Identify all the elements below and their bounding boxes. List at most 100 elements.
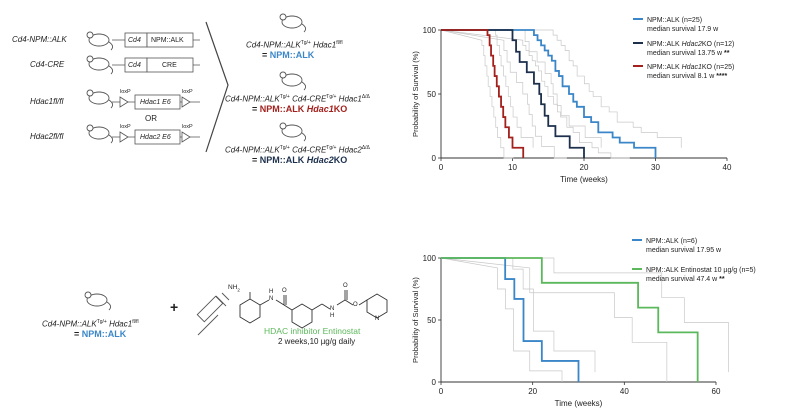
- result-name-hdac1ko: = NPM::ALK Hdac1KO: [252, 104, 348, 114]
- survival-curve: [441, 29, 657, 158]
- result-name-npm-alk: = NPM::ALK: [262, 50, 315, 60]
- confidence-band: [440, 257, 668, 382]
- confidence-band: [440, 29, 514, 159]
- atom-h: H: [269, 289, 274, 295]
- legend-entry: NPM::ALK Entinostat 10 µg/g (n=5): [646, 267, 756, 274]
- x-tick-label: 0: [439, 387, 444, 396]
- plus-sign: +: [170, 299, 179, 315]
- result-name-hdac2ko: = NPM::ALK Hdac2KO: [252, 155, 348, 165]
- box-label: CRE: [162, 62, 177, 69]
- loxp-triangle-icon: [119, 131, 129, 143]
- y-axis-label: Probability of Survival (%): [411, 51, 420, 137]
- legend-entry: NPM::ALK Hdac2KO (n=12): [647, 41, 734, 48]
- x-tick-label: 40: [723, 163, 732, 172]
- atom-o: O: [343, 283, 348, 289]
- y-tick-label: 0: [432, 154, 437, 163]
- atom-o: O: [353, 302, 358, 308]
- or-label: OR: [145, 114, 157, 123]
- survival-curve: [441, 29, 525, 158]
- loxp-triangle-icon: [181, 131, 191, 143]
- atom-o: O: [282, 288, 287, 294]
- mouse-icon: [84, 291, 112, 311]
- confidence-band: [441, 29, 534, 148]
- x-tick-label: 20: [580, 163, 589, 172]
- survival-curve: [441, 257, 699, 382]
- mouse-icon: [279, 122, 307, 142]
- legend-entry: NPM::ALK (n=6): [646, 238, 697, 245]
- atom-h: H: [330, 313, 335, 319]
- confidence-band: [441, 29, 682, 148]
- result-genotype: Cd4-NPM::ALKTg/+ Hdac1fl/fl: [246, 40, 343, 50]
- box-label: NPM::ALK: [151, 37, 184, 44]
- loxp-triangle-icon: [119, 96, 129, 108]
- row-label: Cd4-NPM::ALK: [12, 35, 67, 44]
- syringe-icon: [196, 292, 230, 336]
- atom-n: N: [269, 296, 274, 302]
- loxp-label: loxP: [120, 89, 131, 95]
- legend-median: median survival 17.9 w: [647, 26, 719, 33]
- y-tick-label: 100: [423, 26, 437, 35]
- y-axis-label: Probability of Survival (%): [411, 277, 420, 363]
- atom-n: N: [330, 306, 335, 312]
- hdac1-e6-box: [134, 94, 181, 110]
- treatment-name: = NPM::ALK: [74, 329, 127, 339]
- bracket-chevron: [205, 21, 229, 153]
- drug-name: HDAC inhibitor Entinostat: [264, 326, 361, 336]
- loxp-label: loxP: [182, 89, 193, 95]
- confidence-band: [441, 257, 729, 373]
- confidence-band: [441, 257, 596, 373]
- result-genotype: Cd4-NPM::ALKTg/+ Cd4-CRETg/+ Hdac2Δ/Δ: [225, 145, 370, 155]
- x-axis-label: Time (weeks): [555, 399, 603, 408]
- x-axis-label: Time (weeks): [560, 175, 608, 184]
- box-label: Hdac1 E6: [140, 99, 171, 106]
- treatment-genotype: Cd4-NPM::ALKTg/+ Hdac1fl/fl: [42, 319, 139, 329]
- loxp-triangle-icon: [181, 96, 191, 108]
- legend-entry: NPM::ALK Hdac1KO (n=25): [647, 64, 734, 71]
- confidence-band: [440, 29, 630, 159]
- confidence-band: [441, 29, 602, 148]
- mouse-icon: [86, 124, 114, 144]
- legend-median: median survival 47.4 w **: [646, 276, 725, 283]
- hdac2-e6-box: [134, 129, 181, 145]
- npm-alk-box: [146, 32, 194, 48]
- legend-entry: NPM::ALK (n=25): [647, 17, 702, 24]
- box-label: Cd4: [128, 62, 141, 69]
- x-tick-label: 10: [508, 163, 517, 172]
- confidence-band: [440, 29, 567, 159]
- loxp-label: loxP: [120, 124, 131, 130]
- box-label: Cd4: [128, 37, 141, 44]
- row-label: Hdac1fl/fl: [30, 97, 64, 106]
- x-tick-label: 0: [439, 163, 444, 172]
- loxp-label: loxP: [182, 124, 193, 130]
- legend-median: median survival 13.75 w **: [647, 50, 730, 57]
- x-tick-label: 30: [651, 163, 660, 172]
- x-tick-label: 60: [712, 387, 721, 396]
- x-tick-label: 20: [528, 387, 537, 396]
- survival-curve: [441, 257, 580, 382]
- legend-median: median survival 8.1 w ****: [647, 73, 727, 80]
- nh2-label: NH2: [228, 284, 240, 293]
- survival-curve: [441, 29, 585, 158]
- y-tick-label: 0: [432, 378, 437, 387]
- drug-dose: 2 weeks,10 µg/g daily: [278, 337, 356, 346]
- mouse-icon: [279, 71, 307, 91]
- y-tick-label: 50: [427, 90, 436, 99]
- x-tick-label: 40: [620, 387, 629, 396]
- confidence-band: [440, 257, 563, 382]
- entinostat-structure: [239, 290, 388, 329]
- row-label: Cd4-CRE: [30, 60, 65, 69]
- box-label: Hdac2 E6: [140, 134, 171, 141]
- row-label: Hdac2fl/fl: [30, 132, 64, 141]
- legend-median: median survival 17.95 w: [646, 247, 722, 254]
- y-tick-label: 50: [427, 316, 436, 325]
- y-tick-label: 100: [423, 254, 437, 263]
- mouse-icon: [86, 55, 114, 75]
- cre-box: [146, 57, 194, 73]
- atom-n: N: [375, 316, 380, 322]
- mouse-icon: [86, 89, 114, 109]
- mouse-icon: [279, 13, 307, 33]
- result-genotype: Cd4-NPM::ALKTg/+ Cd4-CRETg/+ Hdac1Δ/Δ: [225, 94, 370, 104]
